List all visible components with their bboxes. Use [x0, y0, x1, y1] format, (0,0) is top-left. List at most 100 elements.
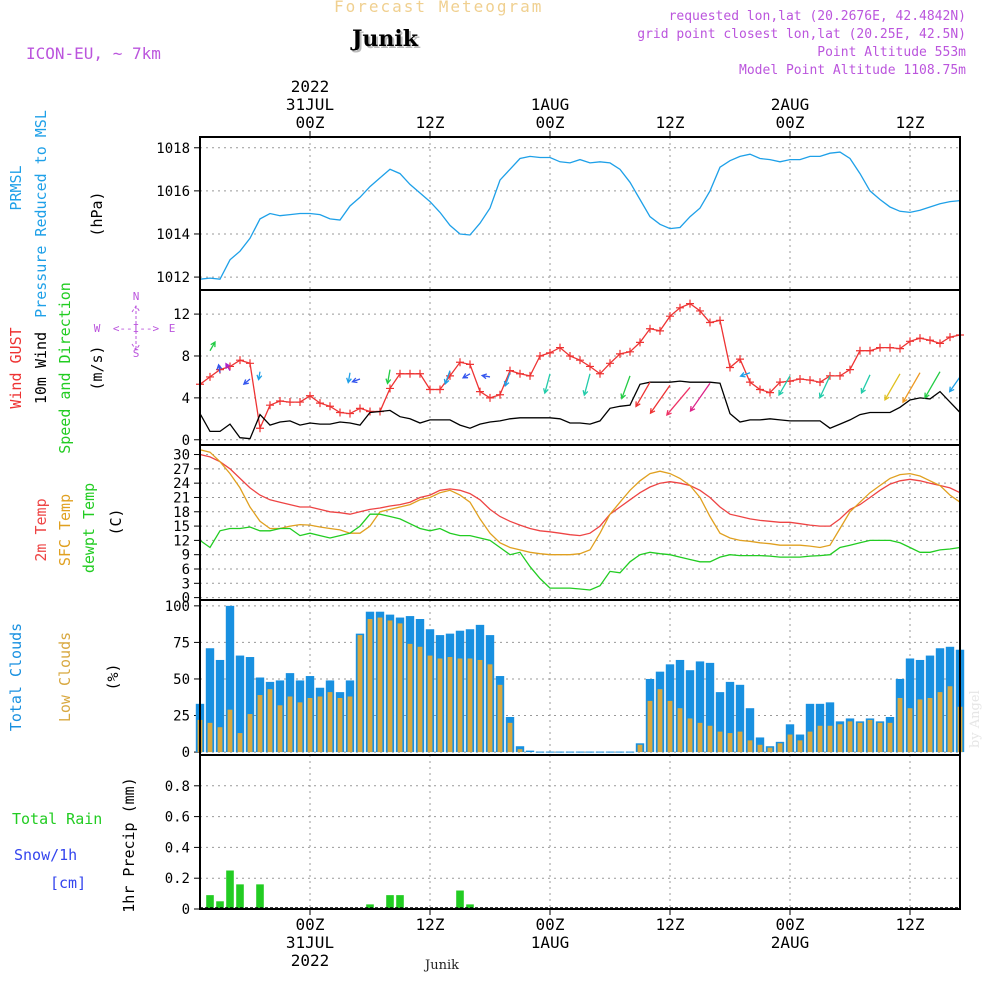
gust-marker	[246, 359, 254, 368]
low-cloud-bar	[817, 725, 823, 753]
total-cloud-bar	[615, 751, 625, 753]
low-cloud-bar	[757, 744, 763, 753]
low-cloud-bar	[257, 695, 263, 753]
total-cloud-bar	[605, 751, 615, 753]
compass-e: E	[169, 322, 176, 335]
low-cloud-bar	[437, 658, 443, 753]
total-cloud-bar	[625, 751, 635, 753]
rain-bar	[386, 895, 394, 909]
low-cloud-bar	[667, 700, 673, 753]
low-cloud-bar	[917, 699, 923, 753]
low-cloud-bar	[887, 722, 893, 753]
wind-arrow	[948, 376, 961, 393]
footer-location: Junik	[425, 958, 459, 973]
wind-arrow	[665, 386, 691, 417]
gust-marker	[596, 369, 604, 378]
low-cloud-bar	[477, 659, 483, 753]
total-cloud-bar	[575, 751, 585, 753]
total-cloud-bar	[685, 670, 695, 753]
gust-marker	[776, 378, 784, 387]
y-tick-label: 25	[173, 709, 190, 725]
time-label-top: 2AUG	[771, 95, 810, 114]
low-cloud-bar	[787, 734, 793, 753]
ylabel-percent: (%)	[104, 663, 122, 690]
ylabel-hpa: (hPa)	[88, 191, 106, 236]
wind-arrow	[620, 375, 631, 400]
time-label-top: 00Z	[296, 113, 325, 132]
y-tick-label: 9	[182, 548, 190, 564]
time-label-bottom: 31JUL	[286, 933, 334, 952]
panel-0: 1012 1014 1016 1018	[156, 136, 961, 291]
gust-marker	[516, 369, 524, 378]
gust-marker	[346, 409, 354, 418]
rain-bar	[216, 901, 224, 909]
total-cloud-bar	[565, 751, 575, 753]
low-cloud-bar	[377, 617, 383, 753]
low-cloud-bar	[637, 744, 643, 753]
compass-w: W	[94, 322, 101, 335]
low-cloud-bar	[487, 664, 493, 753]
gust-marker	[666, 312, 674, 321]
ylabel-pressure-msl: Pressure Reduced to MSL	[32, 110, 50, 318]
low-cloud-bar	[247, 714, 253, 753]
label-snow-unit: [cm]	[50, 874, 86, 892]
gust-marker	[316, 399, 324, 408]
low-cloud-bar	[397, 623, 403, 753]
low-cloud-bar	[237, 733, 243, 753]
low-cloud-bar	[697, 722, 703, 753]
rain-bar	[366, 904, 374, 909]
wind-arrow	[256, 371, 263, 381]
gust-marker	[716, 316, 724, 325]
total-cloud-bar	[525, 750, 535, 753]
time-label-bottom: 2022	[291, 951, 330, 970]
gust-marker	[686, 299, 694, 308]
wind-arrow	[242, 378, 251, 386]
time-label-top: 12Z	[656, 113, 685, 132]
low-cloud-bar	[867, 719, 873, 753]
series-line-wind-gust	[199, 302, 961, 431]
low-cloud-bar	[677, 708, 683, 753]
wind-arrow	[582, 373, 591, 397]
gust-marker	[396, 369, 404, 378]
rain-bar	[226, 870, 234, 909]
gust-marker	[926, 336, 934, 345]
low-cloud-bar	[297, 702, 303, 753]
wind-arrow	[351, 377, 361, 384]
y-tick-label: 100	[165, 599, 190, 615]
rain-bar	[396, 895, 404, 909]
time-label-top: 00Z	[536, 113, 565, 132]
low-cloud-bar	[207, 722, 213, 753]
low-cloud-bar	[737, 731, 743, 753]
total-cloud-bar	[225, 605, 235, 753]
total-cloud-bar	[555, 751, 565, 753]
gust-marker	[306, 391, 314, 400]
wind-arrow	[860, 374, 871, 395]
panel-3: 0 25 50 75 100	[165, 599, 965, 761]
wind-arrow	[385, 369, 392, 385]
y-tick-label: 1018	[156, 141, 190, 157]
y-tick-label: 30	[173, 448, 190, 464]
ylabel-sfc-temp: SFC Temp	[56, 494, 74, 566]
gridpoint-coords: grid point closest lon,lat (20.25E, 42.5…	[637, 27, 966, 42]
time-label-bottom: 12Z	[416, 915, 445, 934]
series-line-10m-wind	[199, 380, 961, 440]
gust-marker	[526, 371, 534, 380]
total-cloud-bar	[715, 692, 725, 753]
wind-arrow	[689, 382, 711, 413]
low-cloud-bar	[337, 697, 343, 753]
compass-s: S	[133, 347, 140, 360]
ylabel-low-clouds: Low Clouds	[56, 632, 74, 722]
total-cloud-bar	[905, 658, 915, 753]
low-cloud-bar	[657, 689, 663, 753]
time-label-top: 1AUG	[531, 95, 570, 114]
low-cloud-bar	[217, 727, 223, 753]
gust-marker	[426, 385, 434, 394]
gust-marker	[336, 408, 344, 417]
total-cloud-bar	[235, 655, 245, 753]
ylabel-ms: (m/s)	[88, 345, 106, 390]
low-cloud-bar	[937, 692, 943, 753]
gust-marker	[496, 390, 504, 399]
y-tick-label: 12	[173, 533, 190, 549]
gust-marker	[586, 362, 594, 371]
y-tick-label: 0.8	[165, 779, 190, 795]
